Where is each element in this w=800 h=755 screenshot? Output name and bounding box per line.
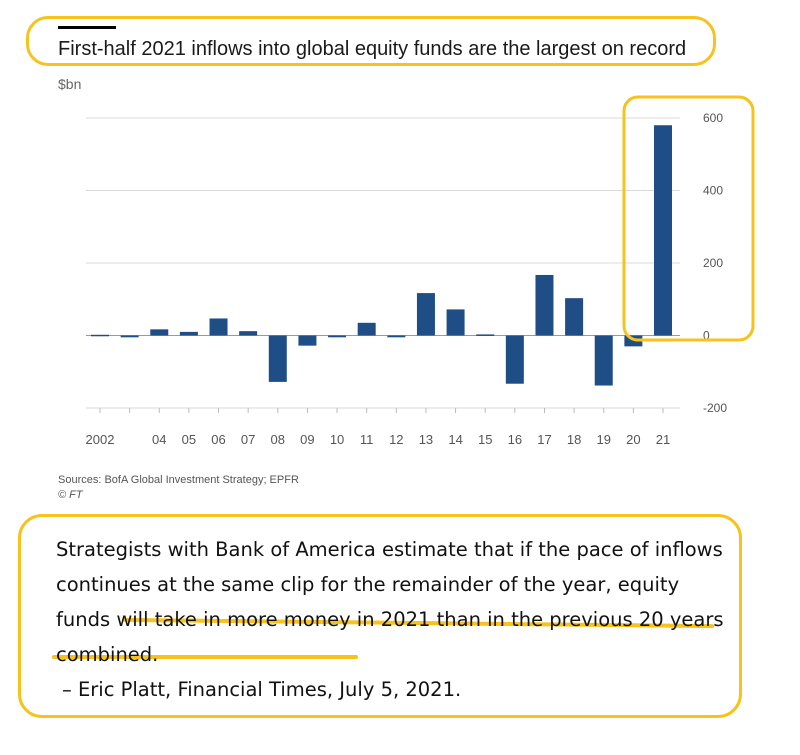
bar [209, 318, 228, 336]
x-tick-label: 13 [419, 432, 433, 447]
x-tick-label: 14 [448, 432, 462, 447]
copyright-line: © FT [58, 489, 83, 501]
bar [654, 125, 672, 336]
sources-note: Sources: BofA Global Investment Strategy… [58, 473, 299, 503]
x-tick-label: 2002 [86, 432, 115, 447]
x-tick-label: 21 [656, 432, 670, 447]
bar [298, 335, 317, 346]
bar [594, 335, 613, 386]
x-tick-label: 10 [330, 432, 344, 447]
sources-line: Sources: BofA Global Investment Strategy… [58, 474, 299, 486]
y-tick-label: 0 [703, 329, 710, 343]
bar [239, 331, 258, 336]
quote-text: Strategists with Bank of America estimat… [56, 532, 726, 672]
emphasis-underline [52, 655, 358, 659]
bar [446, 309, 465, 336]
quote-plain: Strategists with Bank of America estimat… [56, 538, 723, 596]
x-tick-label: 08 [271, 432, 285, 447]
bar [268, 335, 287, 382]
x-tick-label: 04 [152, 432, 166, 447]
quote-highlight-box [18, 514, 742, 718]
x-tick-label: 07 [241, 432, 255, 447]
y-tick-label: -200 [703, 401, 727, 415]
x-tick-label: 11 [360, 432, 374, 447]
x-tick-label: 18 [567, 432, 581, 447]
bar [150, 329, 169, 336]
quote-emphasis: equity funds will take in more money in … [56, 573, 724, 666]
y-tick-label: 400 [703, 184, 723, 198]
bar-highlight-box [622, 95, 755, 342]
x-tick-label: 06 [211, 432, 225, 447]
bar [565, 298, 584, 336]
title-highlight-box [26, 16, 716, 66]
bar [535, 274, 554, 336]
y-axis-unit: $bn [58, 76, 82, 92]
bar [357, 322, 376, 336]
bar [179, 331, 198, 336]
title-rule [58, 26, 116, 29]
bar [476, 334, 495, 336]
x-tick-label: 05 [182, 432, 196, 447]
bar [624, 335, 643, 347]
x-tick-label: 09 [300, 432, 314, 447]
y-tick-label: 600 [703, 111, 723, 125]
x-tick-label: 17 [537, 432, 551, 447]
x-tick-label: 20 [626, 432, 640, 447]
quote-attribution: – Eric Platt, Financial Times, July 5, 2… [62, 678, 462, 701]
bar [328, 335, 347, 338]
chart-title: First-half 2021 inflows into global equi… [58, 38, 687, 60]
x-tick-label: 19 [597, 432, 611, 447]
y-tick-label: 200 [703, 256, 723, 270]
bar [416, 293, 435, 336]
bar [120, 335, 139, 338]
bar [505, 335, 524, 384]
bar [387, 335, 406, 338]
bar-chart: 600 400 200 0 -200 2002 04 05 06 07 08 09 10 11 12 13 14… [86, 95, 755, 447]
x-tick-label: 12 [389, 432, 403, 447]
bar [91, 334, 109, 337]
x-tick-label: 15 [478, 432, 492, 447]
x-tick-label: 16 [508, 432, 522, 447]
